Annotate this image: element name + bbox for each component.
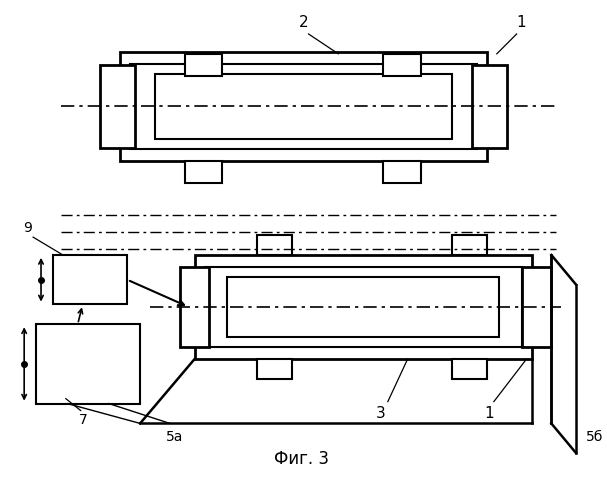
Text: 5а: 5а	[166, 430, 183, 444]
Text: 1: 1	[517, 15, 526, 30]
Bar	[383, 54, 421, 76]
Bar	[205, 267, 521, 347]
Text: 3: 3	[376, 406, 386, 420]
Bar	[180, 267, 209, 347]
Bar	[472, 64, 507, 148]
Text: 2: 2	[299, 15, 308, 30]
Bar	[36, 324, 140, 404]
Bar	[101, 64, 135, 148]
Text: 5б: 5б	[586, 430, 603, 444]
Bar	[185, 54, 222, 76]
Bar	[130, 64, 477, 149]
Bar	[452, 359, 487, 379]
Bar	[185, 161, 222, 182]
Bar	[257, 235, 292, 255]
Text: Фиг. 3: Фиг. 3	[274, 450, 329, 468]
Text: 7: 7	[80, 414, 88, 428]
Text: 9: 9	[23, 221, 32, 235]
Bar	[227, 277, 499, 337]
Bar	[155, 74, 452, 139]
Bar	[521, 267, 551, 347]
Bar	[120, 52, 487, 161]
Bar	[452, 235, 487, 255]
Bar	[53, 255, 127, 304]
Text: 1: 1	[484, 406, 493, 420]
Bar	[257, 359, 292, 379]
Bar	[195, 255, 532, 359]
Bar	[383, 161, 421, 182]
